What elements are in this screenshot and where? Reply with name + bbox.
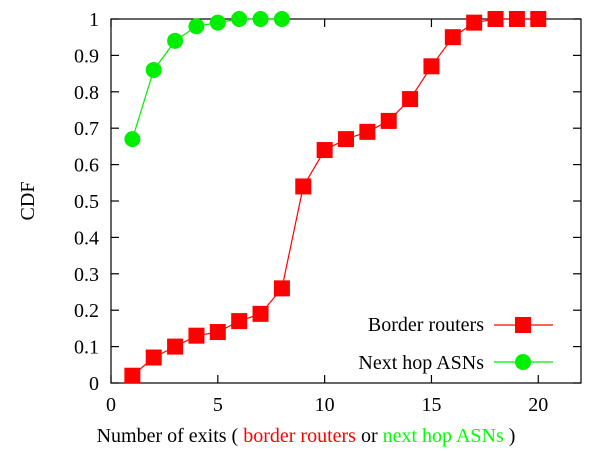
x-tick-label: 20 [528,394,548,416]
series-line-next-hop-asns [131,18,282,140]
series-layer [124,11,547,384]
data-point-border-routers [273,280,290,297]
y-tick-label: 1 [89,9,99,31]
x-axis-label-suffix: ) [509,425,516,447]
legend: Border routers Next hop ASNs [358,314,553,374]
x-tick-label: 0 [106,394,116,416]
x-tick-label: 10 [315,394,335,416]
x-axis-label-prefix: Number of exits ( [97,425,239,447]
plot-area-border [110,18,582,384]
data-point-border-routers [124,367,141,384]
data-point-next-hop-asns [209,14,226,31]
y-tick-label: 0.3 [74,264,99,286]
y-tick-label: 0.7 [74,118,99,140]
data-point-border-routers [231,313,248,330]
y-tick-label: 0.5 [74,191,99,213]
data-point-border-routers [487,11,504,27]
y-tick-label: 0.8 [74,82,99,104]
plot-frame [110,18,582,384]
data-point-next-hop-asns [145,61,162,78]
x-tick-label: 5 [213,394,223,416]
data-point-border-routers [252,305,269,322]
data-point-next-hop-asns [124,131,141,148]
x-tick-label: 15 [421,394,441,416]
data-point-next-hop-asns [167,32,184,49]
data-point-next-hop-asns [231,11,248,27]
data-point-border-routers [402,91,419,108]
y-tick-label: 0.6 [74,155,99,177]
data-point-border-routers [338,131,354,148]
y-axis-label: CDF [17,182,39,221]
axis-ticks [110,18,581,384]
data-point-border-routers [145,349,162,366]
data-point-border-routers [316,142,333,159]
data-point-border-routers [167,338,184,355]
y-tick-label: 0.4 [74,227,99,249]
y-tick-label: 0.1 [74,337,99,359]
data-point-border-routers [295,178,312,195]
x-axis-label: Number of exits ( border routers or next… [97,425,516,447]
data-point-next-hop-asns [188,18,205,35]
x-axis-label-border-routers: border routers [243,425,356,447]
data-point-border-routers [380,112,397,129]
legend-marker-next-hop-asns [515,354,531,370]
x-axis-label-next-hop-asns: next hop ASNs [383,425,504,447]
data-point-border-routers [209,324,226,341]
legend-marker-border-routers [515,317,531,333]
y-tick-label: 0 [89,373,99,395]
data-point-border-routers [359,123,376,140]
data-point-border-routers [466,14,483,31]
legend-label-next-hop-asns: Next hop ASNs [358,352,484,374]
y-tick-label: 0.9 [74,45,99,67]
data-point-next-hop-asns [252,11,269,27]
y-tick-label: 0.2 [74,300,99,322]
data-point-border-routers [188,327,205,344]
series-border-routers [124,11,547,384]
data-point-border-routers [530,11,547,27]
data-point-border-routers [508,11,525,27]
legend-label-border-routers: Border routers [368,314,484,336]
series-next-hop-asns [124,11,290,148]
x-axis-label-or: or [361,425,378,447]
axis-tick-labels: 0 5 10 15 20 0 0.1 0.2 0.3 0.4 0.5 0.6 0.7 0.8 0.9 1 [74,9,548,416]
data-point-next-hop-asns [273,11,290,27]
data-point-border-routers [444,29,461,46]
data-point-border-routers [423,58,440,75]
